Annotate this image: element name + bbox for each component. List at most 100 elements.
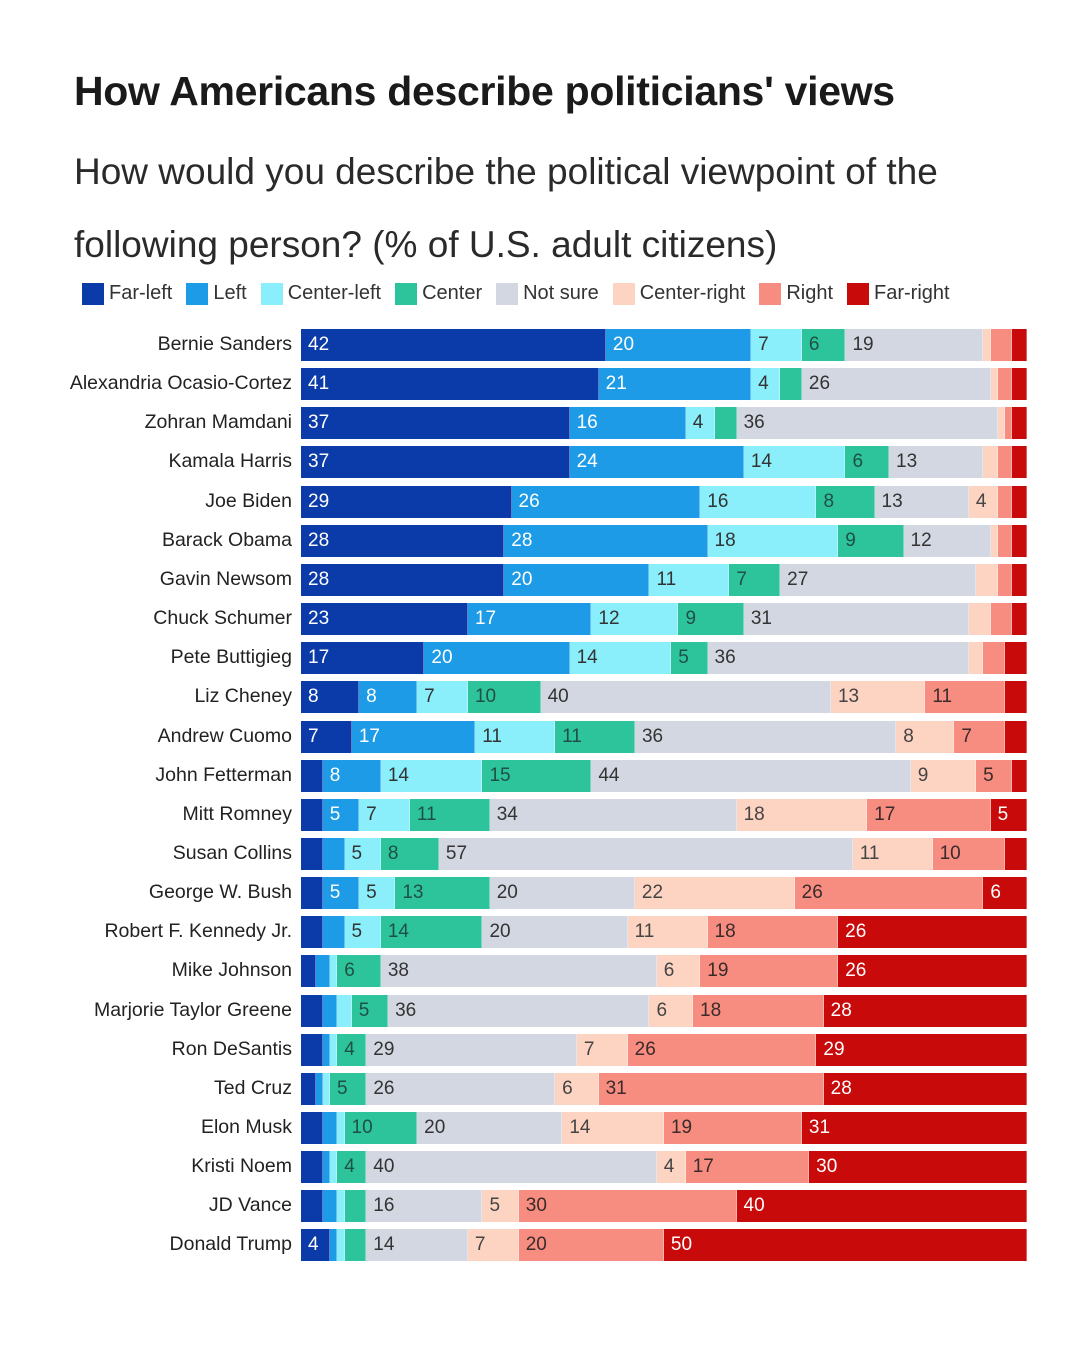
category-label: John Fetterman [155,763,292,786]
stacked-bar: 29 26 16 8 13 4 [301,485,1027,518]
data-label: 5 [489,1195,501,1217]
bar-segment-far-left [301,798,323,831]
data-label: 6 [344,960,355,982]
data-label: 4 [308,1234,319,1256]
data-label: 26 [801,882,823,904]
data-label: 15 [489,764,511,786]
bar-segment-not-sure: 13 [889,446,984,479]
data-label: 7 [961,725,972,747]
legend-item: Far-left [82,282,172,305]
data-label: 20 [489,921,511,943]
data-label: 13 [881,490,903,512]
data-label: 18 [743,803,765,825]
bar-row: Kamala Harris 37 24 14 6 13 [0,446,1080,479]
data-label: 17 [474,608,497,630]
bar-segment-center-left [322,1072,331,1105]
bar-segment-center-left: 7 [359,798,410,831]
stacked-bar: 5 26 6 31 28 [301,1072,1027,1105]
bar-segment-center-left: 4 [751,368,781,401]
bar-segment-center-right [997,407,1006,440]
data-label: 20 [431,647,453,669]
bar-segment-center-left [337,994,352,1027]
bar-segment-right: 7 [954,720,1006,753]
data-label: 40 [373,1156,395,1178]
bar-segment-right [997,524,1013,557]
bar-segment-far-right: 26 [838,916,1027,949]
category-label: Susan Collins [172,841,292,864]
category-label: Pete Buttigieg [170,646,292,669]
stacked-bar: 37 16 4 36 [301,407,1027,440]
bar-segment-far-right [1012,368,1027,401]
bar-segment-center: 7 [729,563,781,596]
bar-segment-right: 17 [685,1151,810,1184]
data-label: 16 [576,412,598,434]
stacked-bar: 4 14 7 20 50 [301,1229,1027,1262]
stacked-bar: 23 17 12 9 31 [301,603,1027,636]
bar-segment-not-sure: 20 [489,877,635,910]
bar-segment-center-right [990,524,998,557]
bar-segment-far-right: 5 [990,798,1027,831]
data-label: 23 [308,608,330,630]
bar-segment-far-right [1012,563,1027,596]
bar-segment-center-left: 14 [569,642,672,675]
data-label: 17 [874,803,896,825]
bar-segment-center-left [337,1112,345,1144]
data-label: 18 [714,921,736,943]
data-label: 8 [308,686,319,708]
data-label: 14 [750,451,772,473]
bar-segment-right: 26 [627,1033,817,1066]
data-label: 41 [308,373,330,395]
data-label: 37 [308,412,330,434]
data-label: 28 [308,568,330,590]
legend-swatch [82,282,104,305]
category-label: Liz Cheney [194,685,292,708]
bar-segment-far-left [301,1072,316,1105]
data-label: 17 [308,647,330,669]
data-label: 28 [308,529,330,551]
data-label: 5 [337,1077,348,1099]
bar-segment-far-left: 28 [301,563,505,596]
bar-segment-right: 18 [693,994,824,1027]
data-label: 28 [830,999,852,1021]
data-label: 9 [917,764,929,786]
data-label: 6 [656,999,668,1021]
bar-segment-left [322,994,338,1027]
bar-segment-far-left: 37 [301,407,570,440]
bar-segment-center-right: 11 [852,837,933,870]
bar-row: Ted Cruz 5 26 6 31 28 [0,1072,1080,1105]
bar-segment-center [780,368,802,401]
bar-segment-not-sure: 36 [707,642,969,675]
bar-segment-far-left [301,1190,323,1223]
bar-segment-center: 14 [380,916,483,949]
bar-segment-center: 8 [380,837,439,870]
bar-row: Susan Collins 5 8 57 11 10 [0,837,1080,870]
category-label: Robert F. Kennedy Jr. [104,920,292,943]
data-label: 8 [823,490,835,512]
data-label: 44 [598,764,620,786]
legend-label: Not sure [523,282,599,304]
bar-segment-not-sure: 34 [489,798,737,831]
bar-segment-left [330,1229,338,1262]
stacked-bar: 42 20 7 6 19 [301,329,1027,361]
legend-label: Far-left [109,282,173,304]
category-label: Kristi Noem [191,1155,292,1178]
legend-item: Center-left [260,282,381,305]
data-label: 7 [366,803,377,825]
data-label: 6 [562,1077,573,1099]
bar-segment-center-right: 7 [576,1033,628,1066]
data-label: 10 [351,1117,373,1138]
bar-segment-center-right [990,368,998,401]
category-label: Joe Biden [205,489,292,512]
bar-segment-center-left: 7 [417,681,468,714]
bar-segment-right: 20 [518,1229,664,1262]
data-label: 14 [569,1117,591,1138]
bar-segment-center-left [337,1229,345,1262]
stacked-bar: 5 7 11 34 18 17 5 [301,798,1027,831]
bar-segment-center: 11 [555,720,635,753]
bar-segment-not-sure: 40 [540,681,831,714]
data-label: 14 [387,921,409,943]
bar-segment-not-sure: 36 [634,720,897,753]
bar-segment-not-sure: 20 [417,1112,563,1144]
data-label: 5 [358,999,370,1021]
bar-segment-center-right: 13 [830,681,926,714]
